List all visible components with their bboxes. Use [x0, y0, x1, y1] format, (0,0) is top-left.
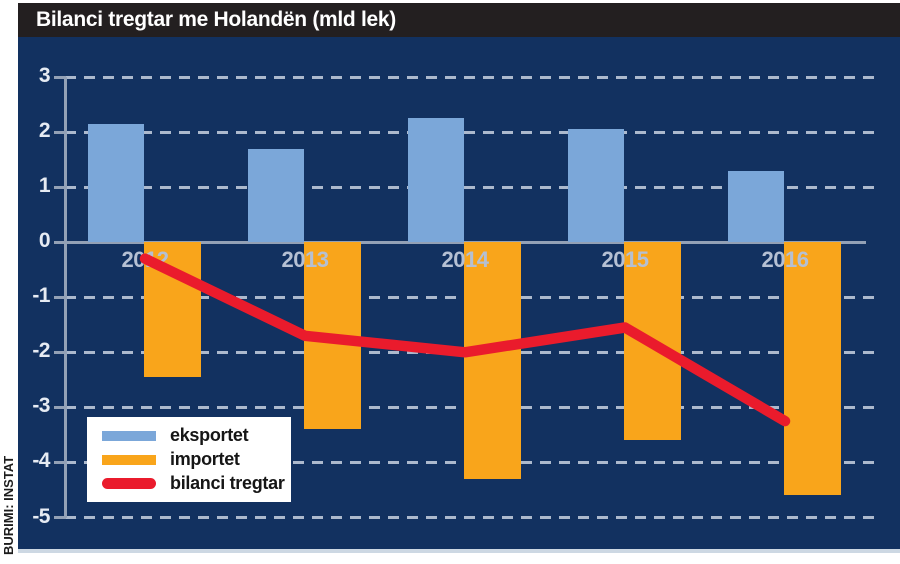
- trade-balance-line: [139, 253, 791, 427]
- legend-item-bilanci-tregtar: bilanci tregtar: [102, 473, 291, 494]
- chart-legend: eksportet importet bilanci tregtar: [87, 417, 291, 502]
- legend-item-importet: importet: [102, 449, 291, 470]
- chart-title: Bilanci tregtar me Holandën (mld lek): [36, 8, 396, 31]
- legend-swatch-eksportet: [102, 430, 156, 441]
- chart-title-bar: Bilanci tregtar me Holandën (mld lek): [18, 3, 900, 37]
- legend-item-eksportet: eksportet: [102, 425, 291, 446]
- legend-label-eksportet: eksportet: [170, 425, 249, 445]
- legend-label-bilanci-tregtar: bilanci tregtar: [170, 473, 285, 493]
- legend-swatch-importet: [102, 454, 156, 465]
- source-attribution: BURIMI: INSTAT: [1, 455, 16, 555]
- legend-swatch-bilanci-tregtar: [102, 478, 156, 489]
- legend-label-importet: importet: [170, 449, 240, 469]
